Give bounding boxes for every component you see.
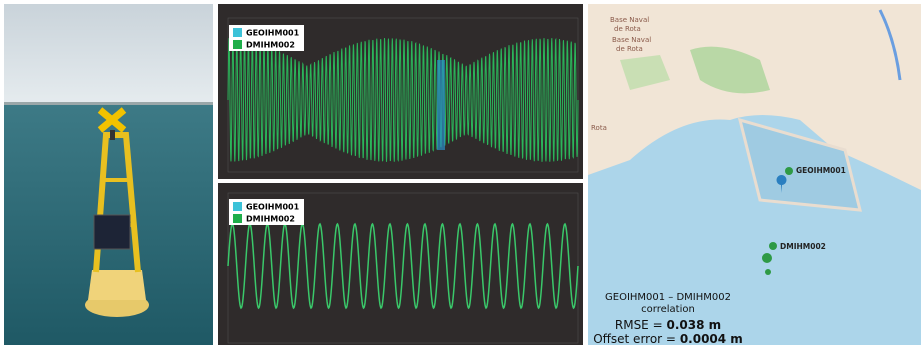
legend-label: DMIHM002 [246,41,295,50]
charts-panel: GEOIHM001 DMIHM002 GEOIHM001 DMIHM002 [218,4,583,345]
legend: GEOIHM001 DMIHM002 [229,199,304,225]
rmse-value: 0.038 m [666,318,721,332]
figure: GEOIHM001 DMIHM002 GEOIHM001 DMIHM002 Ba… [0,0,921,349]
correlation-title: GEOIHM001 – DMIHM002 [605,292,731,303]
station-label: DMIHM002 [780,242,826,251]
legend-label: GEOIHM001 [246,29,300,38]
legend-label: DMIHM002 [246,215,295,224]
rmse: RMSE = 0.038 m [615,318,721,332]
map: Base Naval de Rota Base Naval de Rota Ro… [588,4,921,346]
buoy-photo [4,4,213,345]
place-label: Rota [591,124,607,132]
correlation-subtitle: correlation [641,304,695,315]
offset: Offset error = 0.0004 m [593,332,743,346]
legend: GEOIHM001 DMIHM002 [229,25,304,51]
place-label: de Rota [616,45,643,53]
place-label: Base Naval [610,16,649,24]
station-label: GEOIHM001 [796,166,846,175]
rmse-label: RMSE = [615,318,663,332]
place-label: de Rota [614,25,641,33]
place-label: Base Naval [612,36,651,44]
offset-value: 0.0004 m [680,332,743,346]
legend-label: GEOIHM001 [246,203,300,212]
offset-label: Offset error = [593,332,676,346]
